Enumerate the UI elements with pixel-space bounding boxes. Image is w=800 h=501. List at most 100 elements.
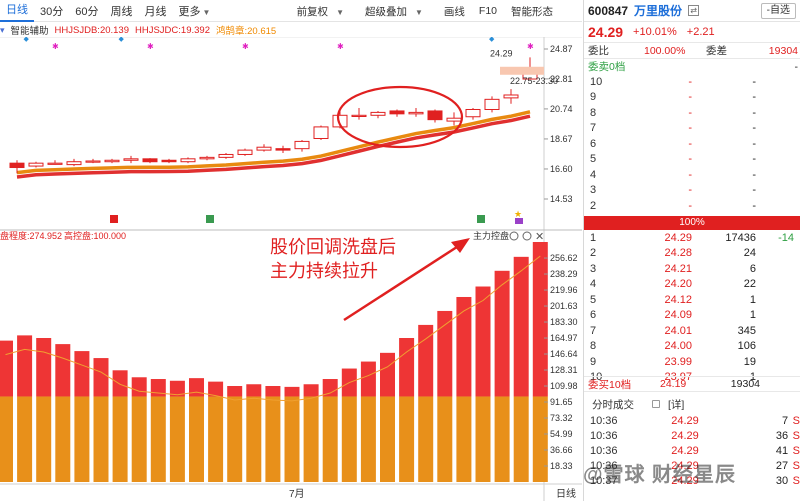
trade-time: 10:37 bbox=[590, 474, 618, 487]
info-icon[interactable]: ⇄ bbox=[688, 5, 700, 16]
trades-detail-link[interactable]: [详] bbox=[668, 398, 685, 411]
signal-marker: ◆ bbox=[119, 37, 125, 43]
signal-marker: ✱ bbox=[242, 42, 249, 51]
red-bar bbox=[437, 310, 453, 397]
orange-bar bbox=[399, 396, 415, 482]
sell-row: 2 - - bbox=[584, 198, 800, 214]
candle bbox=[47, 162, 63, 165]
trade-price: 24.29 bbox=[671, 429, 699, 442]
volume-tick-label: 146.64 bbox=[550, 349, 578, 359]
buy-row-price: 24.00 bbox=[664, 340, 692, 353]
candle bbox=[104, 159, 120, 163]
trade-time: 10:36 bbox=[590, 429, 618, 442]
sell-row-level: 5 bbox=[590, 153, 597, 166]
buy-row-price: 24.20 bbox=[664, 278, 692, 291]
orange-bar bbox=[418, 396, 434, 482]
volume-tick-label: 238.29 bbox=[550, 269, 578, 279]
star-icon[interactable]: ★ bbox=[514, 209, 522, 219]
buy-row-volume: 24 bbox=[743, 247, 756, 260]
buy-row-volume: 345 bbox=[737, 324, 756, 337]
chevron-down-icon: ▼ bbox=[336, 7, 344, 17]
calendar-icon[interactable] bbox=[515, 218, 523, 224]
sell-book: 10--9--8--7--6--5--4--3--2--1-- bbox=[584, 74, 800, 229]
tab-weekly[interactable]: 周线 bbox=[110, 5, 133, 18]
calendar-icon[interactable] bbox=[110, 215, 118, 223]
buy-row-volume: 17436 bbox=[725, 231, 756, 244]
settings-icon[interactable] bbox=[509, 231, 519, 241]
weicha-label: 委差 bbox=[706, 45, 727, 57]
buy-row-level: 2 bbox=[590, 247, 597, 260]
sell-header: 委卖0档 bbox=[588, 61, 626, 73]
chart-svg[interactable]: ✱ ✱ ✱ ✱ ✱ ◆ ◆ ◆ 24.87 22.81 20.74 18.67 16.60 14.53 2… bbox=[0, 25, 582, 501]
smart-pattern-button[interactable]: 智能形态 bbox=[511, 5, 553, 18]
price-tick-label: 20.74 bbox=[550, 104, 573, 114]
orange-bar bbox=[246, 396, 262, 482]
candle bbox=[142, 158, 158, 163]
sell-header-dash: - bbox=[794, 60, 799, 73]
price-line: 24.29 +10.01% +2.21 bbox=[584, 22, 800, 42]
sell-row: 4 - - bbox=[584, 167, 800, 183]
red-bar bbox=[399, 338, 415, 397]
sell-row-level: 10 bbox=[590, 75, 603, 88]
draw-line-button[interactable]: 画线 bbox=[443, 5, 465, 18]
sell-row-price: - bbox=[688, 153, 692, 166]
red-bar bbox=[169, 380, 185, 397]
ma-line-orange bbox=[16, 110, 531, 175]
sell-row-price: - bbox=[688, 122, 692, 135]
trade-volume: 27 bbox=[775, 459, 789, 472]
stock-name[interactable]: 万里股份 bbox=[634, 4, 683, 18]
adjust-dropdown[interactable]: 前复权 ▼ bbox=[290, 4, 358, 19]
watchlist-button[interactable]: -自选 bbox=[760, 3, 796, 19]
weicha-value: 19304 bbox=[768, 44, 798, 57]
buy-row-price: 24.12 bbox=[664, 293, 692, 306]
sell-row-level: 6 bbox=[590, 137, 597, 150]
tab-more[interactable]: 更多 ▼ bbox=[173, 3, 217, 19]
volume-tick-label: 164.97 bbox=[550, 333, 578, 343]
stock-header: 600847 万里股份 ⇄ -自选 bbox=[584, 0, 800, 22]
orange-bar bbox=[284, 396, 300, 482]
trade-price: 24.29 bbox=[671, 414, 699, 427]
orange-bar bbox=[55, 396, 71, 482]
signal-marker: ◆ bbox=[489, 37, 495, 43]
red-bar bbox=[532, 242, 548, 397]
change-abs: +2.21 bbox=[686, 26, 715, 38]
candle bbox=[484, 98, 500, 110]
ma-line-red bbox=[16, 114, 531, 179]
candle bbox=[237, 149, 253, 155]
sell-row-price: - bbox=[688, 106, 692, 119]
orange-bar bbox=[532, 396, 548, 482]
chevron-down-icon: ▼ bbox=[202, 7, 211, 17]
orange-bar bbox=[0, 396, 13, 482]
panel-divider-vertical bbox=[583, 0, 584, 501]
tab-monthly[interactable]: 月线 bbox=[144, 5, 167, 18]
sell-row-level: 3 bbox=[590, 184, 597, 197]
buy-row-price: 24.21 bbox=[664, 262, 692, 275]
buy-row-volume: 1 bbox=[749, 309, 756, 322]
gear-icon[interactable]: ▾ bbox=[0, 24, 5, 35]
close-icon[interactable]: ✕ bbox=[535, 231, 544, 243]
red-bar bbox=[112, 370, 128, 397]
trade-volume: 36 bbox=[775, 429, 789, 442]
trade-volume: 30 bbox=[775, 474, 789, 487]
chart-area: ✱ ✱ ✱ ✱ ✱ ◆ ◆ ◆ 24.87 22.81 20.74 18.67 16.60 14.53 2… bbox=[0, 25, 582, 501]
sell-row-volume: - bbox=[752, 184, 756, 197]
buy-row-level: 7 bbox=[590, 324, 597, 337]
buy-header: 委买10档 bbox=[588, 378, 632, 391]
tab-daily[interactable]: 日线 bbox=[0, 0, 34, 22]
calendar-icon[interactable] bbox=[477, 215, 485, 223]
buy-book: 1 24.29 17436 -14 2 24.28 24 3 24.21 6 4 24.20 22 5 24… bbox=[584, 230, 800, 385]
calendar-icon[interactable] bbox=[206, 215, 214, 223]
last-price: 24.29 bbox=[588, 24, 624, 40]
overlay-dropdown[interactable]: 超级叠加 ▼ bbox=[358, 4, 437, 19]
tab-30min[interactable]: 30分 bbox=[40, 5, 64, 18]
f10-button[interactable]: F10 bbox=[478, 5, 497, 17]
tab-60min[interactable]: 60分 bbox=[75, 5, 99, 18]
trade-price: 24.29 bbox=[671, 444, 699, 457]
red-bar bbox=[418, 324, 434, 397]
orange-bar bbox=[131, 396, 147, 482]
indicator-dc: HHJSJDC:19.392 bbox=[135, 24, 210, 36]
buy-row: 4 24.20 22 bbox=[584, 277, 800, 293]
arrow-line bbox=[343, 243, 461, 322]
help-icon[interactable] bbox=[522, 231, 532, 241]
high-control-label: 高控盘:100.000 bbox=[64, 230, 126, 241]
